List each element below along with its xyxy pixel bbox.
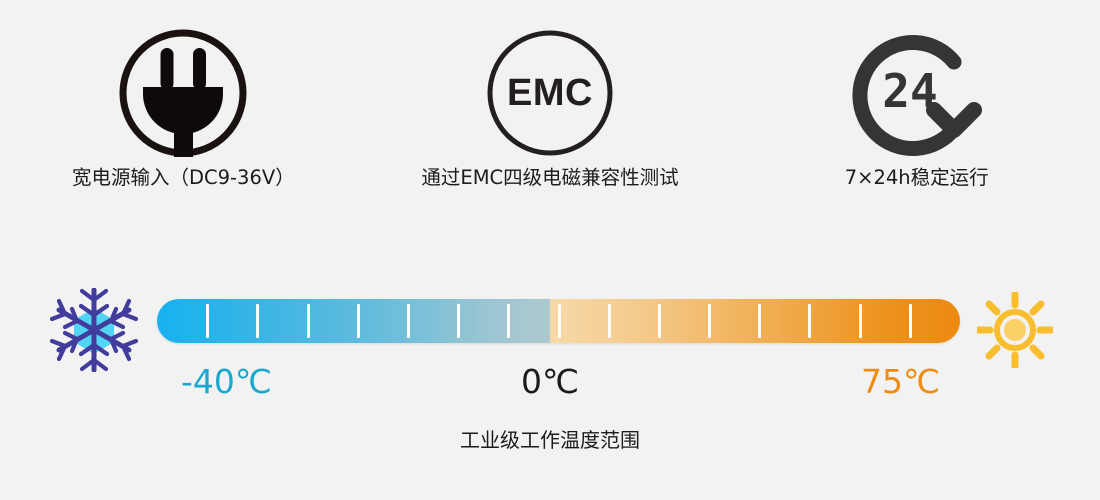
bar-track xyxy=(157,299,960,343)
bar-hot-segment xyxy=(549,299,960,343)
emc-icon-text: EMC xyxy=(507,72,593,114)
24-hour-cycle-arrow-icon: 24 xyxy=(842,18,992,168)
temperature-min-label: -40℃ xyxy=(181,362,272,401)
bar-cold-segment xyxy=(157,299,550,343)
bar-tick xyxy=(307,304,310,338)
sun-icon xyxy=(975,290,1055,370)
feature-label: 通过EMC四级电磁兼容性测试 xyxy=(421,166,679,189)
temperature-mid-label: 0℃ xyxy=(520,362,580,401)
bar-tick xyxy=(457,304,460,338)
feature-label: 7×24h稳定运行 xyxy=(844,166,989,189)
bar-tick xyxy=(206,304,209,338)
feature-24h-stable-operation: 24 7×24h稳定运行 xyxy=(733,18,1100,218)
bar-tick xyxy=(658,304,661,338)
bar-tick xyxy=(507,304,510,338)
feature-label: 宽电源输入（DC9-36V） xyxy=(71,166,295,189)
bar-tick xyxy=(758,304,761,338)
bar-tick xyxy=(808,304,811,338)
temperature-gradient-bar xyxy=(157,299,960,343)
bar-tick xyxy=(256,304,259,338)
temperature-range-caption: 工业级工作温度范围 xyxy=(460,428,640,452)
temperature-range-section: -40℃ 0℃ 75℃ 工业级工作温度范围 xyxy=(0,270,1100,500)
bar-tick xyxy=(357,304,360,338)
bar-tick xyxy=(407,304,410,338)
emc-certification-circle-icon: EMC xyxy=(475,18,625,168)
power-plug-in-circle-icon xyxy=(108,18,258,168)
feature-wide-power-input: 宽电源输入（DC9-36V） xyxy=(0,18,367,218)
feature-row: 宽电源输入（DC9-36V） EMC 通过EMC四级电磁兼容性测试 24 xyxy=(0,18,1100,218)
snowflake-icon xyxy=(48,287,140,373)
bar-tick xyxy=(708,304,711,338)
bar-tick xyxy=(558,304,561,338)
feature-emc-certification: EMC 通过EMC四级电磁兼容性测试 xyxy=(367,18,734,218)
temperature-max-label: 75℃ xyxy=(861,362,941,401)
bar-tick xyxy=(909,304,912,338)
bar-tick-group xyxy=(157,299,960,343)
24h-icon-text: 24 xyxy=(882,64,937,118)
bar-tick xyxy=(608,304,611,338)
bar-tick xyxy=(859,304,862,338)
